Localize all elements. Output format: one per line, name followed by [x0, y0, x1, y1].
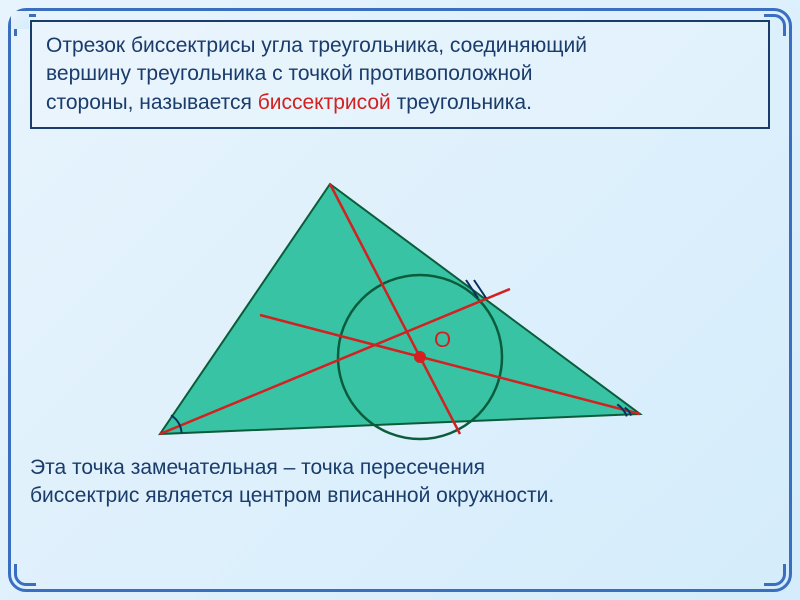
def-highlight: биссектрисой — [258, 91, 391, 114]
geometry-diagram: О — [80, 139, 720, 449]
bottom-line2: биссектрис является центром вписанной ок… — [30, 484, 554, 507]
definition-box: Отрезок биссектрисы угла треугольника, с… — [30, 20, 770, 129]
diagram-area: О — [30, 139, 770, 449]
def-line1: Отрезок биссектрисы угла треугольника, с… — [46, 34, 587, 57]
definition-text: Отрезок биссектрисы угла треугольника, с… — [46, 32, 754, 117]
bottom-line1: Эта точка замечательная – точка пересече… — [30, 456, 485, 479]
incenter-label: О — [434, 327, 451, 352]
def-line3a: стороны, называется — [46, 91, 258, 114]
incenter-point — [414, 351, 426, 363]
bottom-caption: Эта точка замечательная – точка пересече… — [30, 454, 770, 511]
content-area: Отрезок биссектрисы угла треугольника, с… — [30, 20, 770, 580]
def-line3b: треугольника. — [391, 91, 532, 114]
def-line2: вершину треугольника с точкой противопол… — [46, 62, 532, 85]
